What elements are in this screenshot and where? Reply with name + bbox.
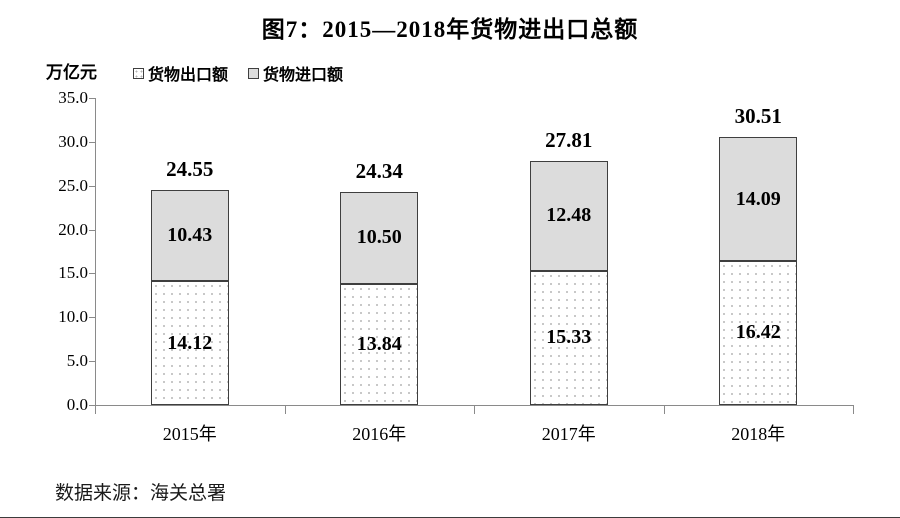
- legend-label-export: 货物出口额: [148, 67, 229, 84]
- export-value-label: 13.84: [356, 332, 402, 355]
- bar-segment-export: 15.33: [529, 270, 608, 405]
- y-axis-tick: [89, 317, 95, 319]
- bar-total-label: 27.81: [545, 128, 593, 153]
- y-axis-tick: [89, 98, 95, 99]
- legend-swatch-export: [133, 67, 144, 79]
- bar-segment-export: 14.12: [150, 281, 229, 405]
- x-axis-line: [95, 405, 854, 406]
- y-axis-unit-label: 万亿元: [46, 63, 97, 82]
- import-value-label: 10.43: [167, 223, 213, 246]
- bar-total-label: 24.34: [355, 158, 403, 183]
- x-axis-tick: [853, 406, 854, 414]
- x-axis-tick: [284, 406, 286, 414]
- legend: 货物出口额 货物进口额: [133, 61, 343, 85]
- export-value-label: 14.12: [167, 331, 213, 354]
- bar-segment-export: 13.84: [340, 283, 419, 405]
- y-axis-tick-label: 15.0: [58, 263, 88, 283]
- x-axis-category-label: 2016年: [352, 424, 407, 444]
- x-axis-category-label: 2018年: [731, 424, 786, 444]
- bar-total-label: 30.51: [734, 104, 782, 129]
- x-axis-tick: [474, 406, 475, 414]
- y-axis-tick-label: 20.0: [58, 219, 88, 239]
- y-axis-tick-label: 35.0: [58, 88, 88, 107]
- y-axis-tick-label: 25.0: [58, 175, 88, 195]
- legend-item-import: 货物进口额: [248, 61, 343, 85]
- y-axis-tick-label: 5.0: [66, 351, 88, 371]
- source-note: 数据来源：海关总署: [55, 483, 227, 504]
- y-axis-tick-label: 10.0: [58, 307, 88, 327]
- bar-total-label: 24.55: [166, 156, 214, 181]
- y-axis-tick-label: 0.0: [66, 395, 88, 414]
- x-axis-category-label: 2017年: [541, 424, 596, 444]
- legend-item-export: 货物出口额: [133, 61, 228, 85]
- x-axis-tick: [95, 406, 96, 414]
- bar-segment-import: 10.43: [150, 189, 229, 282]
- legend-swatch-import: [248, 67, 260, 79]
- x-axis-tick: [663, 406, 665, 414]
- y-axis-tick-label: 30.0: [58, 131, 88, 151]
- y-axis-tick: [89, 141, 95, 143]
- import-value-label: 14.09: [735, 187, 781, 210]
- import-value-label: 12.48: [546, 204, 592, 227]
- y-axis-line: [95, 98, 96, 405]
- y-axis-tick: [89, 361, 95, 363]
- y-axis-tick: [89, 405, 95, 406]
- y-axis-tick: [89, 229, 95, 231]
- export-value-label: 15.33: [546, 326, 592, 349]
- bar-segment-import: 10.50: [340, 191, 419, 284]
- bar-segment-export: 16.42: [719, 260, 798, 405]
- legend-label-import: 货物进口额: [263, 67, 344, 84]
- import-value-label: 10.50: [356, 226, 402, 249]
- bar-segment-import: 14.09: [719, 137, 798, 261]
- bar-segment-import: 12.48: [529, 161, 608, 271]
- y-axis-tick: [89, 273, 95, 275]
- x-axis-category-label: 2015年: [162, 424, 217, 444]
- chart-title: 图7：2015—2018年货物进出口总额: [261, 17, 639, 42]
- export-value-label: 16.42: [735, 321, 781, 344]
- y-axis-tick: [89, 185, 95, 187]
